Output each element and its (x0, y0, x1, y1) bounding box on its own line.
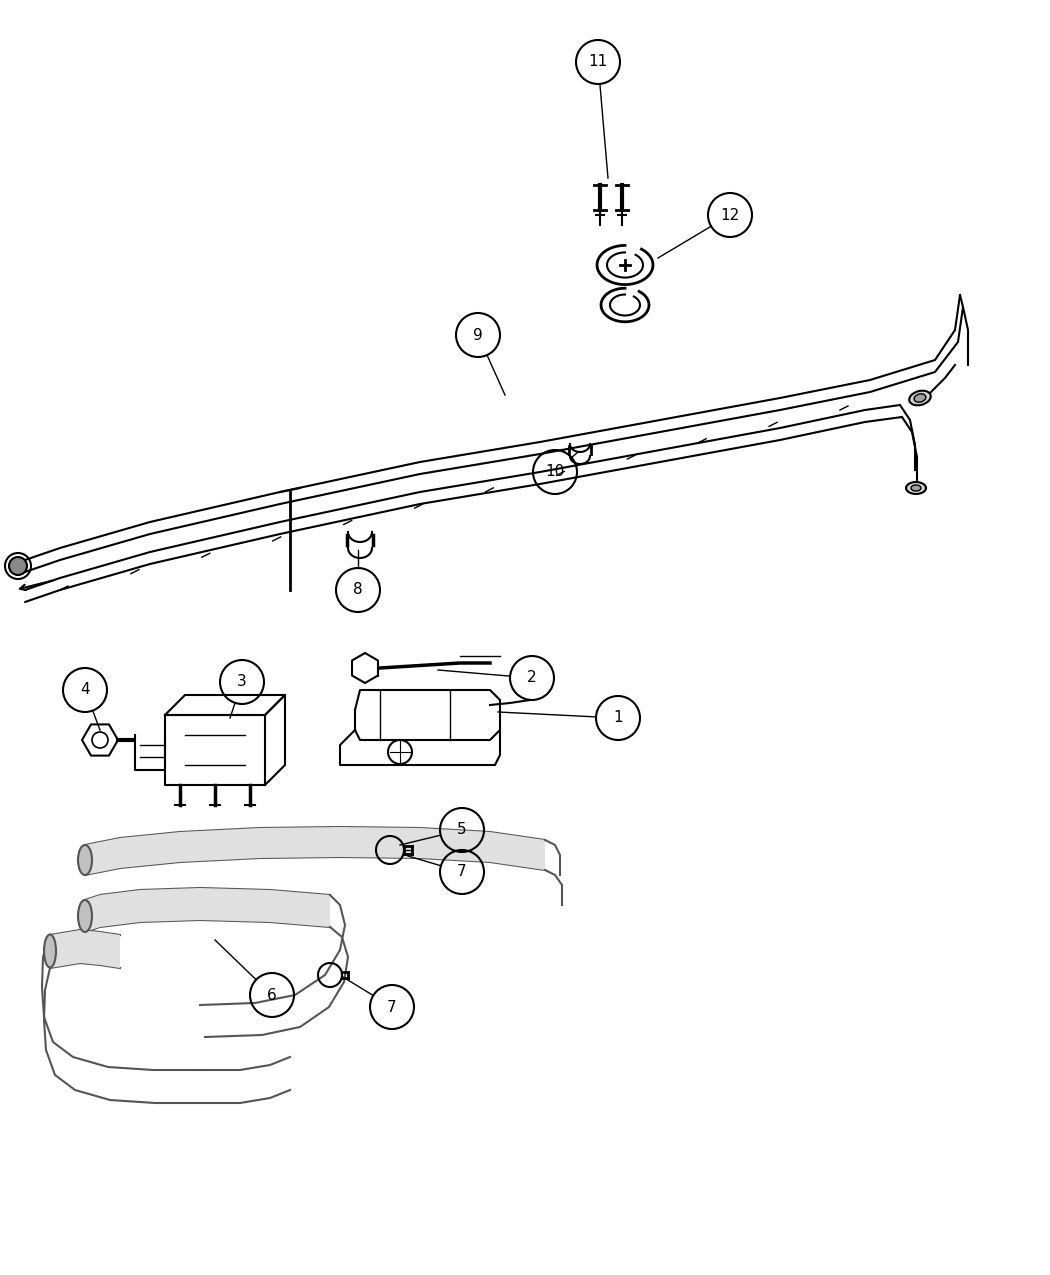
Text: 2: 2 (527, 671, 537, 686)
Circle shape (9, 557, 27, 575)
Text: 4: 4 (80, 682, 90, 697)
Polygon shape (85, 827, 545, 875)
Text: 7: 7 (387, 1000, 397, 1015)
Text: 9: 9 (474, 328, 483, 343)
Ellipse shape (78, 845, 92, 875)
Ellipse shape (906, 482, 926, 493)
Ellipse shape (911, 484, 921, 491)
Text: 1: 1 (613, 710, 623, 725)
Text: 6: 6 (267, 988, 277, 1002)
Ellipse shape (44, 935, 56, 968)
Text: 12: 12 (720, 208, 739, 223)
Polygon shape (85, 887, 330, 932)
Polygon shape (50, 929, 120, 968)
Text: 8: 8 (353, 583, 363, 598)
Ellipse shape (915, 394, 926, 402)
Ellipse shape (78, 900, 92, 932)
Text: 10: 10 (545, 464, 565, 479)
Text: 3: 3 (237, 674, 247, 690)
Text: 7: 7 (457, 864, 467, 880)
Ellipse shape (909, 390, 930, 405)
Text: 11: 11 (588, 55, 608, 70)
Text: 5: 5 (457, 822, 467, 838)
